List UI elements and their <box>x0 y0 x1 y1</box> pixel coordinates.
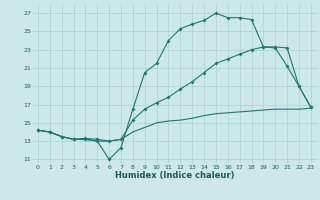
X-axis label: Humidex (Indice chaleur): Humidex (Indice chaleur) <box>115 171 234 180</box>
